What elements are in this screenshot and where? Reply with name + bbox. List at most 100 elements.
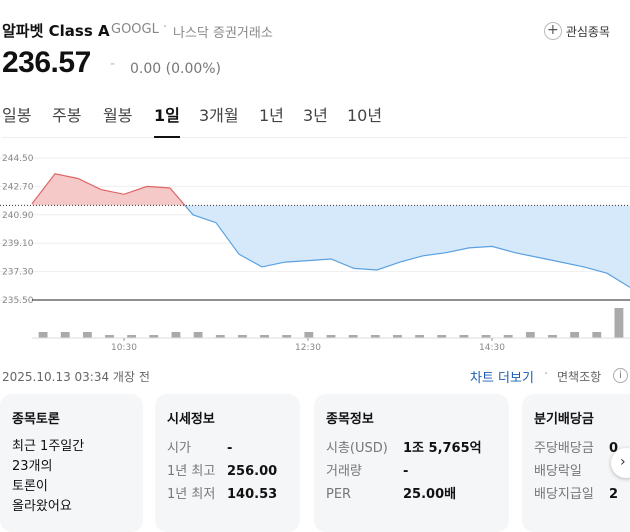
kv-row: 1년 최저 140.53: [167, 483, 288, 506]
volume-bar: [105, 335, 114, 338]
tab-1day[interactable]: 1일: [154, 106, 180, 125]
volume-bar: [260, 335, 269, 338]
tab-3months[interactable]: 3개월: [199, 106, 239, 125]
disclaimer-link[interactable]: 면책조항: [557, 370, 602, 384]
more-chart-link[interactable]: 차트 더보기: [470, 371, 534, 386]
tab-daily[interactable]: 일봉: [2, 106, 32, 125]
kv-value: -: [227, 441, 233, 456]
volume-bar: [370, 335, 380, 338]
kv-value: 2: [608, 487, 618, 502]
volume-bar: [282, 335, 292, 338]
volume-bar: [503, 335, 513, 338]
volume-bar: [237, 335, 247, 338]
discussion-line: 올라왔어요: [12, 499, 72, 514]
volume-bar: [481, 335, 491, 338]
separator-dot: ·: [544, 367, 549, 382]
volume-bar: [393, 335, 402, 338]
y-tick-label: 235.50: [2, 296, 34, 306]
volume-bar: [459, 335, 469, 338]
kv-row: 거래량 -: [326, 460, 497, 483]
kv-value: 140.53: [227, 487, 278, 502]
kv-row: PER 25.00배: [326, 483, 497, 506]
market-timestamp: 2025.10.13 03:34 개장 전: [2, 370, 150, 384]
volume-bar: [570, 332, 580, 338]
discussion-card[interactable]: 종목토론 최근 1주일간 23개의 토론이 올라왔어요: [0, 394, 143, 532]
y-tick-label: 237.30: [2, 268, 34, 278]
info-icon[interactable]: i: [613, 368, 628, 383]
kv-value: 0: [608, 441, 618, 456]
volume-bar: [614, 308, 624, 338]
kv-row: 시총(USD) 1조 5,765억: [326, 437, 497, 460]
volume-bar: [127, 335, 137, 338]
discussion-text: 최근 1주일간 23개의 토론이 올라왔어요: [12, 437, 131, 517]
chevron-right-icon[interactable]: ›: [611, 448, 630, 478]
kv-value: -: [403, 464, 409, 479]
y-tick-label: 244.50: [2, 154, 34, 164]
price-change: 0.00 (0.00%): [130, 61, 222, 77]
volume-bar: [60, 332, 70, 338]
tab-weekly[interactable]: 주봉: [52, 106, 82, 125]
price-row: 236.57 - 0.00 (0.00%): [2, 46, 402, 82]
kv-key: 시가: [167, 441, 191, 456]
ticker-symbol: GOOGL: [111, 22, 159, 37]
y-tick-label: 239.10: [2, 239, 34, 249]
add-watchlist-button[interactable]: + 관심종목: [543, 20, 610, 42]
discussion-line: 토론이: [12, 479, 48, 494]
stock-name: 알파벳 Class A: [2, 22, 110, 40]
tab-1year[interactable]: 1년: [259, 106, 284, 125]
market-info-card[interactable]: 시세정보 시가 - 1년 최고 256.00 1년 최저 140.53: [155, 394, 300, 532]
active-tab-indicator: [154, 136, 180, 138]
y-tick-label: 242.70: [2, 182, 34, 192]
kv-key: 1년 최고: [167, 464, 216, 479]
kv-value: 1조 5,765억: [403, 441, 482, 456]
intraday-price-chart[interactable]: 244.50 242.70 240.90 239.10 237.30 235.50 10:3…: [0, 150, 630, 360]
tab-3years[interactable]: 3년: [303, 106, 328, 125]
volume-bar: [326, 335, 336, 338]
volume-bar: [304, 332, 314, 338]
area-below-reference: [184, 205, 630, 288]
volume-bar: [149, 335, 159, 338]
kv-value: 256.00: [227, 464, 278, 479]
kv-key: 주당배당금: [534, 441, 594, 456]
volume-bar: [592, 332, 602, 338]
tab-10years[interactable]: 10년: [347, 106, 383, 125]
stock-info-card[interactable]: 종목정보 시총(USD) 1조 5,765억 거래량 - PER 25.00배: [314, 394, 509, 532]
kv-row: 배당지급일 2: [534, 483, 618, 506]
x-tick-label: 12:30: [295, 343, 321, 353]
volume-bar: [38, 332, 48, 338]
period-tabs: 일봉 주봉 월봉 1일 3개월 1년 3년 10년: [2, 100, 628, 138]
volume-bar: [348, 335, 358, 338]
volume-bar: [82, 332, 92, 338]
stock-header: 알파벳 Class A GOOGL · 나스닥 증권거래소 + 관심종목: [2, 18, 628, 44]
kv-value: 25.00배: [403, 487, 457, 502]
discussion-line: 23개의: [12, 459, 53, 474]
kv-key: 배당락일: [534, 464, 582, 479]
kv-row: 시가 -: [167, 437, 288, 460]
area-above-reference: [32, 173, 630, 206]
card-title: 종목정보: [326, 412, 374, 427]
kv-key: 배당지급일: [534, 487, 594, 502]
volume-bar: [171, 332, 181, 338]
volume-bar: [437, 335, 447, 338]
volume-bar: [525, 332, 535, 338]
current-price: 236.57: [2, 46, 91, 79]
kv-key: 거래량: [326, 464, 362, 479]
tab-monthly[interactable]: 월봉: [103, 106, 133, 125]
kv-key: 1년 최저: [167, 487, 216, 502]
discussion-line: 최근 1주일간: [12, 439, 85, 454]
separator-dot: ·: [163, 20, 168, 35]
y-tick-label: 240.90: [2, 211, 34, 221]
price-line-below: [184, 205, 630, 288]
kv-row: 1년 최고 256.00: [167, 460, 288, 483]
x-tick-label: 14:30: [479, 343, 505, 353]
chart-footer: 2025.10.13 03:34 개장 전 차트 더보기 · 면책조항 i: [0, 366, 630, 386]
card-title: 분기배당금: [534, 412, 594, 427]
info-cards: 종목토론 최근 1주일간 23개의 토론이 올라왔어요 시세정보 시가 - 1년…: [0, 394, 630, 532]
card-title: 종목토론: [12, 412, 60, 427]
volume-bar: [193, 332, 203, 338]
volume-bar: [215, 335, 225, 338]
price-line-above: [31, 173, 186, 206]
kv-row: 배당락일: [534, 460, 618, 483]
kv-key: PER: [326, 487, 352, 502]
plus-icon: +: [543, 22, 562, 40]
